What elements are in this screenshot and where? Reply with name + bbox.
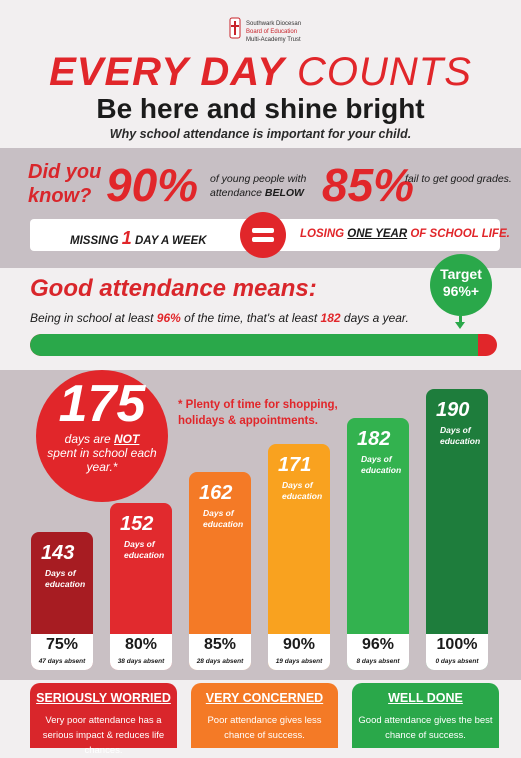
- days-not-in-school-number: 175: [58, 375, 146, 433]
- logo-line-3: Multi-Academy Trust: [246, 37, 301, 43]
- card-body: Very poor attendance has a serious impac…: [42, 715, 165, 756]
- nis-text-a: days are: [64, 432, 111, 446]
- attendance-bar: 182 Days of education 96% 8 days absent: [347, 418, 409, 670]
- days-not-in-school-circle: 175 days are NOT spent in school each ye…: [36, 370, 168, 502]
- bar-footer: [347, 634, 409, 670]
- attendance-bar: 171 Days of education 90% 19 days absent: [268, 444, 330, 670]
- bar-percent: 85%: [203, 636, 237, 653]
- ga-text-c: days a year.: [343, 311, 409, 325]
- bar-percent: 80%: [124, 636, 158, 653]
- bar-days: 171: [278, 454, 312, 476]
- stat-85: 85%: [322, 159, 415, 211]
- attendance-progress-bar: [30, 334, 497, 356]
- bar-label: Days of education: [361, 454, 402, 475]
- target-value: 96%+: [442, 283, 480, 299]
- stat-85-text: fail to get good grades.: [405, 173, 512, 185]
- stat-90-text-below: BELOW: [264, 187, 304, 199]
- status-card: WELL DONE Good attendance gives the best …: [352, 683, 499, 748]
- attendance-progress-fill: [30, 334, 479, 356]
- bar-days: 143: [41, 542, 75, 564]
- page-subtitle: Be here and shine bright: [96, 93, 425, 124]
- losing-b: OF SCHOOL LIFE.: [410, 228, 510, 240]
- missing-day-text: MISSING 1 DAY A WEEK: [70, 228, 207, 249]
- cross-crest-icon: [229, 17, 241, 39]
- bar-absent: 19 days absent: [275, 658, 323, 665]
- bar-label: Days of education: [203, 508, 244, 529]
- bar-percent: 75%: [45, 636, 79, 653]
- title-bold: EVERY DAY: [49, 50, 285, 94]
- bar-footer: [110, 634, 172, 670]
- trust-logo: Southwark Diocesan Board of Education Mu…: [228, 12, 318, 52]
- bar-label: Days of education: [282, 480, 323, 501]
- attendance-bar: 143 Days of education 75% 47 days absent: [31, 532, 93, 670]
- bar-absent: 47 days absent: [38, 658, 86, 665]
- did-you-know-label: Did you know?: [28, 161, 102, 207]
- bar-label: Days of education: [440, 425, 481, 446]
- card-body: Poor attendance gives less chance of suc…: [207, 715, 322, 741]
- attendance-bar: 152 Days of education 80% 38 days absent: [110, 503, 172, 670]
- bar-absent: 8 days absent: [356, 658, 400, 665]
- page-tagline: Why school attendance is important for y…: [109, 127, 412, 141]
- losing-a: LOSING: [300, 228, 345, 240]
- plenty-note: * Plenty of time for shopping, holidays …: [178, 399, 338, 427]
- equals-icon: [240, 212, 286, 258]
- ga-pct: 96%: [156, 311, 181, 325]
- page-title: EVERY DAY COUNTS: [0, 50, 521, 95]
- ga-text-b: of the time, that's at least: [184, 311, 318, 325]
- target-label: Target: [440, 266, 482, 282]
- bar-footer: [31, 634, 93, 670]
- missing-a: MISSING: [70, 235, 119, 247]
- bar-percent: 90%: [282, 636, 316, 653]
- missing-b: DAY A WEEK: [134, 235, 207, 247]
- bar-days: 162: [199, 482, 233, 504]
- losing-year-text: LOSING ONE YEAR OF SCHOOL LIFE.: [300, 228, 510, 240]
- card-title: VERY CONCERNED: [205, 691, 324, 705]
- target-arrow-stem: [459, 316, 462, 326]
- stat-90-text: of young people with attendance BELOW: [210, 172, 320, 200]
- card-body: Good attendance gives the best chance of…: [358, 715, 493, 741]
- good-attendance-text: Being in school at least 96% of the time…: [30, 311, 409, 325]
- bar-absent: 0 days absent: [435, 658, 479, 665]
- bar-label: Days of education: [124, 539, 165, 560]
- losing-underlined: ONE YEAR: [347, 228, 408, 240]
- nis-not: NOT: [114, 432, 140, 446]
- stat-90-text-a: of young people with attendance: [210, 173, 307, 199]
- bar-footer: [426, 634, 488, 670]
- attendance-bar: 190 Days of education 100% 0 days absent: [426, 389, 488, 670]
- attendance-bar: 162 Days of education 85% 28 days absent: [189, 472, 251, 670]
- ga-days: 182: [320, 311, 341, 325]
- bar-percent: 100%: [436, 636, 478, 653]
- bar-label: Days of education: [45, 568, 86, 589]
- good-attendance-title: Good attendance means:: [30, 275, 317, 302]
- ga-text-a: Being in school at least: [30, 311, 154, 325]
- bar-absent: 38 days absent: [117, 658, 165, 665]
- target-badge: Target 96%+: [430, 254, 492, 316]
- bar-percent: 96%: [361, 636, 395, 653]
- bar-footer: [268, 634, 330, 670]
- bar-days: 190: [436, 399, 470, 421]
- logo-line-2: Board of Education: [246, 29, 298, 35]
- status-card: VERY CONCERNED Poor attendance gives less…: [191, 683, 338, 748]
- status-card: SERIOUSLY WORRIED Very poor attendance ha…: [30, 683, 177, 756]
- target-arrow-icon: [455, 322, 465, 329]
- card-title: WELL DONE: [388, 691, 463, 705]
- days-not-in-school-text: days are NOT spent in school each year.*: [36, 432, 168, 474]
- card-title: SERIOUSLY WORRIED: [36, 691, 171, 705]
- nis-text-b: spent in school each year.*: [47, 446, 157, 474]
- logo-line-1: Southwark Diocesan: [246, 21, 302, 27]
- bar-days: 182: [357, 428, 391, 450]
- bar-days: 152: [120, 513, 154, 535]
- stat-90: 90%: [106, 159, 199, 211]
- bar-footer: [189, 634, 251, 670]
- missing-number: 1: [121, 228, 132, 248]
- title-light: COUNTS: [297, 50, 472, 94]
- bar-absent: 28 days absent: [196, 658, 244, 665]
